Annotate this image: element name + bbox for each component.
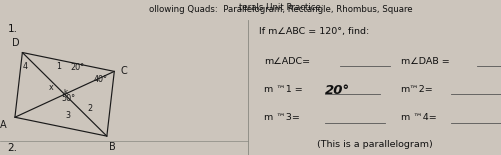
Text: 2: 2 (87, 104, 92, 113)
Text: 2.: 2. (8, 143, 18, 153)
Text: 1.: 1. (8, 24, 18, 34)
Text: m∠ADC=: m∠ADC= (263, 57, 309, 66)
Text: (This is a parallelogram): (This is a parallelogram) (317, 140, 432, 149)
Text: A: A (0, 120, 6, 130)
Text: m ™4=: m ™4= (400, 113, 435, 122)
Text: C: C (120, 66, 127, 76)
Text: k: k (63, 89, 68, 95)
Text: 1: 1 (56, 62, 61, 71)
Text: m ™1 =: m ™1 = (263, 85, 305, 94)
Text: m ™3=: m ™3= (263, 113, 299, 122)
Text: B: B (109, 142, 116, 152)
Text: 20°: 20° (71, 63, 85, 72)
Text: D: D (12, 38, 20, 49)
Text: x: x (49, 83, 53, 92)
Text: ollowing Quads:  Parallelogram, Rectangle, Rhombus, Square: ollowing Quads: Parallelogram, Rectangle… (149, 5, 412, 14)
Text: 20°: 20° (324, 84, 349, 97)
Text: m™2=: m™2= (400, 85, 432, 94)
Text: terals Unit Practice:: terals Unit Practice: (238, 3, 323, 12)
Text: 50°: 50° (61, 94, 75, 103)
Text: m∠DAB =: m∠DAB = (400, 57, 448, 66)
Text: 4: 4 (23, 62, 28, 71)
Text: 40°: 40° (93, 75, 107, 84)
Text: If m∠ABC = 120°, find:: If m∠ABC = 120°, find: (258, 27, 368, 36)
Text: 3: 3 (66, 111, 71, 120)
